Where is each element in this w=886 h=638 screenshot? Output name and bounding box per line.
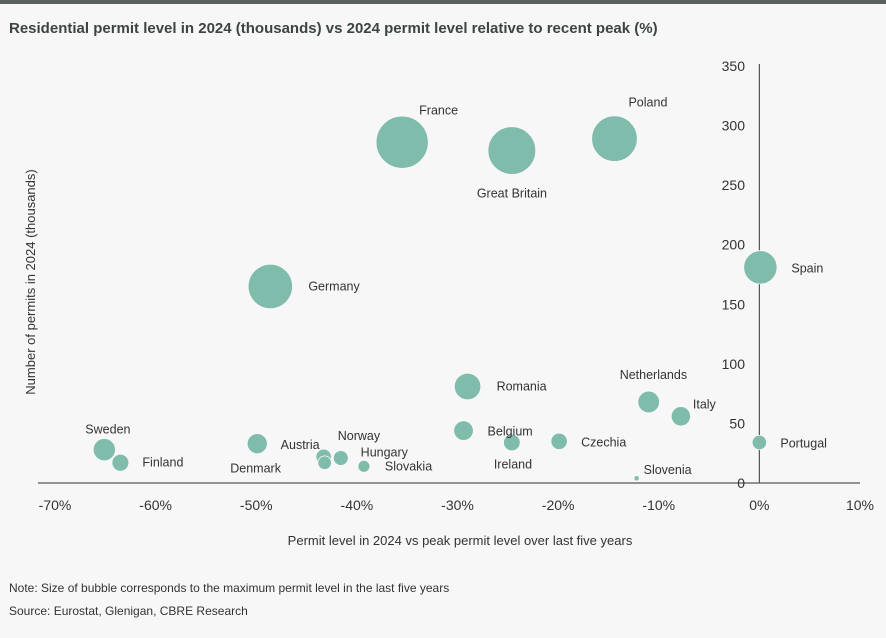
bubble-denmark — [246, 433, 268, 455]
bubble-label: Slovakia — [385, 459, 432, 473]
bubble-belgium — [453, 420, 474, 441]
bubble-label: Great Britain — [477, 187, 547, 201]
bubble-label: Poland — [628, 96, 667, 110]
x-tick-label: 0% — [749, 497, 769, 513]
y-tick-label: 300 — [722, 118, 746, 134]
bubble-france — [375, 115, 429, 169]
x-tick-label: -10% — [642, 497, 675, 513]
y-tick-label: 0 — [737, 475, 745, 491]
bubble-label: Austria — [281, 438, 320, 452]
bubble-sweden — [92, 438, 116, 462]
bubble-label: Slovenia — [644, 463, 692, 477]
x-tick-label: 10% — [846, 497, 874, 513]
bubble-label: Romania — [497, 379, 547, 393]
y-tick-label: 150 — [722, 296, 746, 312]
y-tick-label: 200 — [722, 237, 746, 253]
bubble-poland — [591, 115, 638, 162]
source-note: Source: Eurostat, Glenigan, CBRE Researc… — [9, 604, 248, 618]
bubble-label: Sweden — [85, 423, 130, 437]
y-tick-label: 50 — [729, 415, 745, 431]
x-axis-label: Permit level in 2024 vs peak permit leve… — [288, 533, 633, 548]
y-tick-label: 100 — [722, 356, 746, 372]
bubble-label: Netherlands — [620, 368, 687, 382]
x-tick-label: -70% — [39, 497, 72, 513]
bubble-hungary — [317, 455, 332, 470]
x-tick-label: -20% — [542, 497, 575, 513]
x-tick-label: -50% — [240, 497, 273, 513]
x-tick-label: -60% — [139, 497, 172, 513]
y-tick-label: 250 — [722, 177, 746, 193]
y-axis-label: Number of permits in 2024 (thousands) — [23, 169, 38, 394]
bubble-label: Finland — [142, 456, 183, 470]
bubble-label: France — [419, 103, 458, 117]
x-tick-label: -30% — [441, 497, 474, 513]
bubble-label: Denmark — [230, 462, 281, 476]
chart-title: Residential permit level in 2024 (thousa… — [9, 20, 658, 37]
bubble-slovakia — [357, 459, 371, 473]
bubble-portugal — [751, 434, 768, 451]
bubble-label: Portugal — [780, 436, 827, 450]
bubble-czechia — [550, 432, 568, 450]
bubble-label: Czechia — [581, 435, 626, 449]
bubble-slovenia — [633, 475, 640, 482]
bubble-ireland — [503, 433, 521, 452]
bubble-finland — [111, 453, 130, 472]
bubble-romania — [453, 372, 482, 401]
bubble-netherlands — [637, 390, 660, 414]
bubble-spain — [743, 250, 778, 285]
y-tick-label: 350 — [722, 58, 746, 74]
top-border — [0, 0, 886, 4]
bubble-label: Hungary — [361, 446, 409, 460]
bubble-norway — [332, 450, 349, 466]
bubble-label: Norway — [338, 429, 381, 443]
bubble-label: Spain — [791, 261, 823, 275]
bubble-label: Italy — [693, 397, 717, 411]
bubble-label: Ireland — [494, 457, 532, 471]
bubble-great-britain — [487, 126, 537, 175]
bubble-italy — [670, 406, 691, 427]
bubble-label: Belgium — [488, 425, 533, 439]
bubble-germany — [247, 263, 293, 310]
x-tick-label: -40% — [341, 497, 374, 513]
bubble-label: Germany — [308, 279, 360, 293]
bubble-size-note: Note: Size of bubble corresponds to the … — [9, 581, 450, 595]
